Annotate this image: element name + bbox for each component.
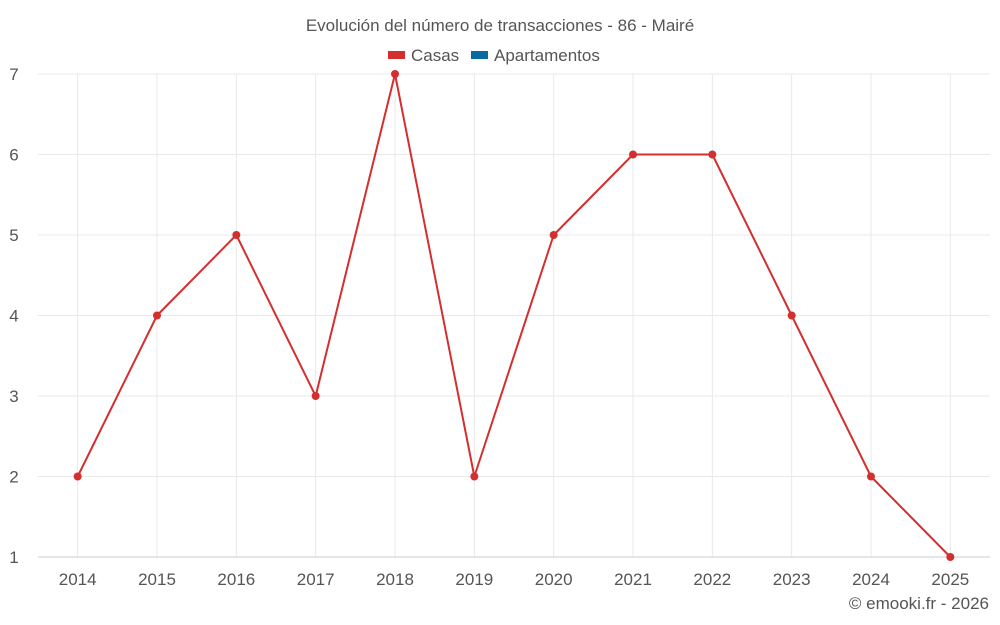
grid bbox=[38, 73, 990, 558]
x-tick-label: 2017 bbox=[297, 570, 335, 589]
legend-swatch-casas bbox=[388, 51, 405, 59]
legend-label-casas[interactable]: Casas bbox=[411, 46, 459, 65]
x-tick-label: 2016 bbox=[217, 570, 255, 589]
legend-swatch-apartamentos bbox=[471, 51, 488, 59]
data-point-casas[interactable] bbox=[867, 472, 875, 481]
x-axis: 2014 2015 2016 2017 2018 2019 2020 2021 2022 2023… bbox=[59, 570, 969, 589]
data-point-casas[interactable] bbox=[787, 311, 796, 320]
data-point-casas[interactable] bbox=[708, 150, 717, 159]
data-point-casas[interactable] bbox=[73, 472, 82, 481]
legend-label-apartamentos[interactable]: Apartamentos bbox=[494, 46, 600, 65]
data-point-casas[interactable] bbox=[153, 311, 161, 320]
x-tick-label: 2021 bbox=[614, 570, 652, 589]
x-tick-label: 2020 bbox=[535, 570, 573, 589]
y-tick-label: 5 bbox=[9, 226, 18, 245]
y-axis: 1 2 3 4 5 6 7 bbox=[9, 65, 18, 567]
data-point-casas[interactable] bbox=[629, 150, 637, 159]
x-tick-label: 2023 bbox=[773, 570, 811, 589]
x-tick-label: 2015 bbox=[138, 570, 176, 589]
x-tick-label: 2025 bbox=[931, 570, 969, 589]
x-tick-label: 2014 bbox=[59, 570, 97, 589]
y-tick-label: 7 bbox=[9, 65, 18, 84]
data-point-casas[interactable] bbox=[391, 70, 399, 78]
data-point-casas[interactable] bbox=[311, 392, 320, 400]
y-tick-label: 3 bbox=[9, 387, 18, 406]
x-tick-label: 2018 bbox=[376, 570, 414, 589]
series-line-casas bbox=[76, 73, 952, 558]
x-tick-label: 2019 bbox=[455, 570, 493, 589]
x-tick-label: 2022 bbox=[693, 570, 731, 589]
y-tick-label: 6 bbox=[9, 146, 18, 165]
data-point-casas[interactable] bbox=[946, 553, 955, 561]
data-point-casas[interactable] bbox=[470, 472, 479, 481]
credit: © emooki.fr - 2026 bbox=[849, 594, 989, 613]
data-point-casas[interactable] bbox=[549, 231, 558, 239]
data-point-casas[interactable] bbox=[232, 231, 241, 239]
series-casas bbox=[73, 70, 955, 561]
legend: Casas Apartamentos bbox=[388, 46, 600, 65]
y-tick-label: 2 bbox=[9, 468, 18, 487]
y-tick-label: 1 bbox=[9, 548, 18, 567]
chart-title: Evolución del número de transacciones - … bbox=[306, 16, 694, 35]
x-tick-label: 2024 bbox=[852, 570, 890, 589]
y-tick-label: 4 bbox=[9, 307, 18, 326]
